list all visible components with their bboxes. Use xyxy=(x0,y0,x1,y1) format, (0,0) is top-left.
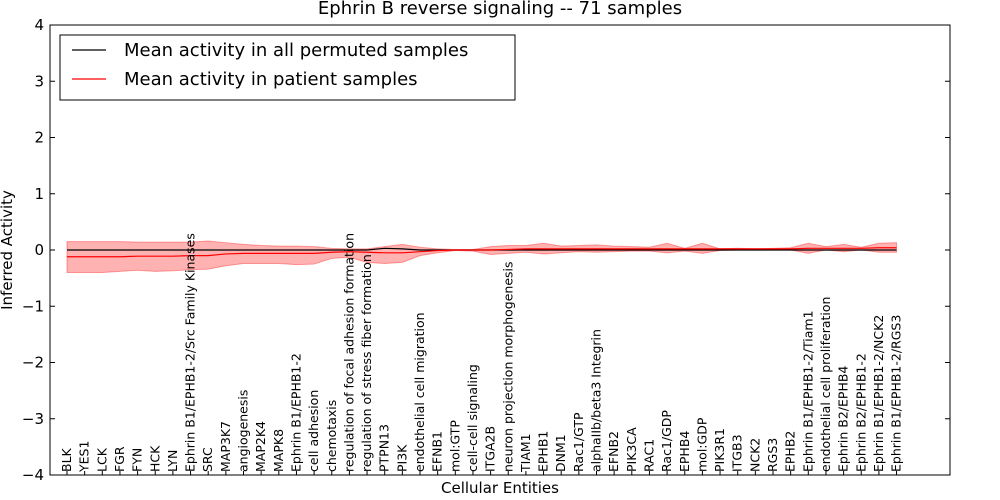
x-tick-label: SRC xyxy=(200,447,215,472)
y-tick-label: 4 xyxy=(34,16,44,34)
x-tick-label: endothelial cell migration xyxy=(412,312,427,472)
y-tick-label: 1 xyxy=(34,185,44,203)
x-tick-label: Rac1/GTP xyxy=(571,412,586,472)
y-tick-label: −3 xyxy=(22,410,44,428)
x-tick-label: RGS3 xyxy=(765,438,780,472)
legend-label: Mean activity in all permuted samples xyxy=(124,40,468,61)
x-tick-label: Ephrin B1/EPHB1-2 xyxy=(288,353,303,472)
x-tick-label: PI3K xyxy=(394,444,409,472)
x-tick-label: MAPK8 xyxy=(271,429,286,472)
y-tick-label: −4 xyxy=(22,466,44,484)
x-tick-label: cell adhesion xyxy=(306,390,321,472)
y-axis-label: Inferred Activity xyxy=(0,190,16,310)
x-tick-label: EFNB2 xyxy=(606,431,621,472)
y-tick-label: 0 xyxy=(34,241,44,259)
x-tick-label: LCK xyxy=(94,447,109,472)
x-tick-label: EFNB1 xyxy=(430,431,445,472)
x-tick-label: regulation of focal adhesion formation xyxy=(341,233,356,472)
x-tick-label: mol:GDP xyxy=(694,417,709,472)
x-tick-label: ITGA2B xyxy=(483,426,498,472)
legend-box xyxy=(59,34,516,101)
x-tick-label: neuron projection morphogenesis xyxy=(500,261,515,472)
x-tick-label: regulation of stress fiber formation xyxy=(359,254,374,472)
x-tick-label: HCK xyxy=(147,445,162,472)
x-tick-label: endothelial cell proliferation xyxy=(818,297,833,472)
x-tick-label: EPHB2 xyxy=(783,431,798,472)
x-tick-label: Ephrin B2/EPHB4 xyxy=(836,366,851,472)
x-tick-label: PIK3R1 xyxy=(712,428,727,472)
x-tick-label: Rac1/GDP xyxy=(659,410,674,472)
x-tick-label: FYN xyxy=(130,448,145,472)
x-tick-label: NCK2 xyxy=(747,438,762,472)
x-tick-label: Ephrin B1/EPHB1-2/Src Family Kinases xyxy=(183,233,198,472)
x-tick-label: Ephrin B1/EPHB1-2/Tiam1 xyxy=(800,310,815,472)
x-tick-label: angiogenesis xyxy=(236,390,251,472)
x-tick-label: YES1 xyxy=(77,441,92,473)
x-tick-label: Ephrin B1/EPHB1-2/NCK2 xyxy=(871,315,886,472)
y-tick-label: −2 xyxy=(22,354,44,372)
x-tick-label: MAP3K7 xyxy=(218,421,233,472)
x-tick-label: Ephrin B1/EPHB1-2/RGS3 xyxy=(889,315,904,472)
chart-title: Ephrin B reverse signaling -- 71 samples xyxy=(318,0,682,19)
x-tick-label: FGR xyxy=(112,446,127,472)
x-tick-label: ITGB3 xyxy=(730,434,745,472)
x-tick-label: PTPN13 xyxy=(377,424,392,472)
legend: Mean activity in all permuted samples Mea… xyxy=(59,34,516,101)
y-tick-label: 2 xyxy=(34,129,44,147)
x-tick-label: chemotaxis xyxy=(324,400,339,472)
x-tick-label: LYN xyxy=(165,450,180,472)
x-tick-label: MAP2K4 xyxy=(253,421,268,472)
x-tick-label: BLK xyxy=(59,447,74,472)
y-tick-label: −1 xyxy=(22,297,44,315)
x-tick-label: Ephrin B2/EPHB1-2 xyxy=(853,353,868,472)
x-axis-label: Cellular Entities xyxy=(441,479,559,497)
y-tick-label: 3 xyxy=(34,72,44,90)
x-tick-label: PIK3CA xyxy=(624,427,639,472)
x-tick-label: mol:GTP xyxy=(447,420,462,472)
x-tick-label: EPHB1 xyxy=(536,431,551,472)
patient-mean-line xyxy=(67,247,897,258)
x-tick-label: TIAM1 xyxy=(518,433,533,473)
x-tick-label: RAC1 xyxy=(641,439,656,472)
x-tick-label: DNM1 xyxy=(553,434,568,472)
x-tick-label: cell-cell signaling xyxy=(465,364,480,472)
x-tick-label: EPHB4 xyxy=(677,431,692,472)
x-tick-label: alphaIIb/beta3 Integrin xyxy=(589,329,604,472)
legend-label: Mean activity in patient samples xyxy=(124,69,418,90)
